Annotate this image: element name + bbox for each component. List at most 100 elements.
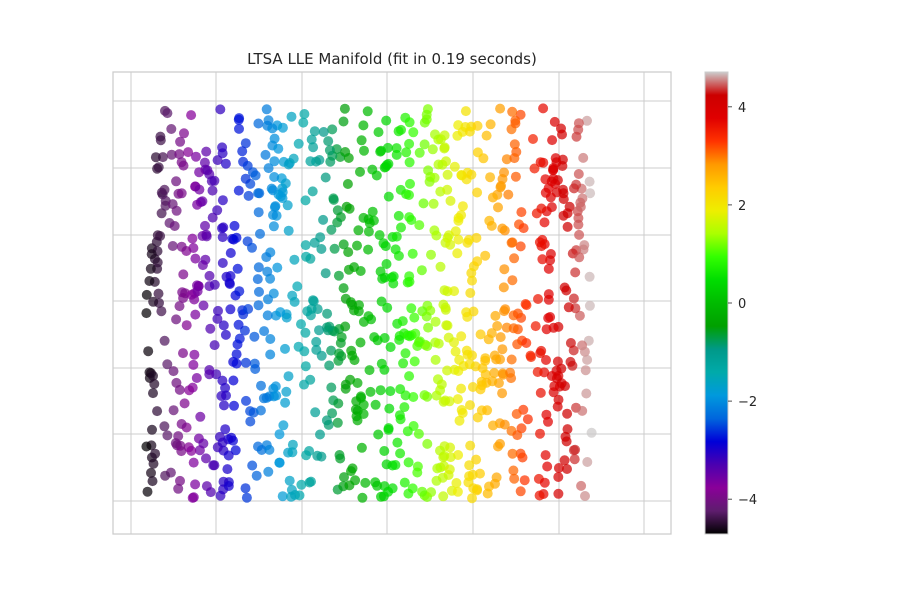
scatter-point	[419, 139, 430, 150]
scatter-point	[403, 488, 414, 499]
scatter-point	[253, 207, 264, 218]
scatter-point	[565, 338, 576, 348]
scatter-point	[571, 131, 582, 142]
scatter-point	[412, 467, 423, 478]
scatter-point	[352, 240, 362, 251]
scatter-point	[435, 261, 446, 272]
scatter-point	[483, 334, 494, 345]
scatter-point	[569, 183, 579, 194]
scatter-point	[141, 308, 152, 319]
scatter-point	[466, 169, 477, 180]
scatter-point	[535, 428, 545, 439]
scatter-point	[373, 127, 384, 138]
scatter-point	[355, 166, 365, 177]
scatter-point	[449, 364, 460, 375]
scatter-point	[568, 445, 579, 456]
scatter-point	[537, 234, 548, 245]
scatter-point	[259, 326, 270, 337]
scatter-point	[482, 405, 493, 416]
scatter-point	[553, 394, 564, 405]
scatter-point	[541, 355, 551, 365]
scatter-point	[452, 394, 463, 405]
scatter-point	[547, 135, 558, 146]
scatter-point	[255, 228, 265, 239]
scatter-point	[280, 397, 291, 408]
scatter-point	[563, 302, 574, 313]
scatter-point	[426, 487, 437, 498]
scatter-point	[338, 116, 349, 127]
scatter-point	[149, 379, 160, 389]
scatter-point	[212, 205, 223, 216]
scatter-point	[575, 197, 586, 208]
scatter-point	[333, 355, 344, 366]
scatter-point	[340, 321, 351, 332]
scatter-point	[381, 259, 392, 269]
scatter-point	[579, 346, 590, 357]
scatter-point	[141, 289, 152, 300]
scatter-point	[232, 263, 243, 274]
scatter-point	[153, 288, 164, 299]
scatter-point	[440, 304, 451, 315]
scatter-point	[255, 405, 266, 416]
scatter-point	[179, 398, 190, 409]
scatter-point	[379, 333, 390, 343]
scatter-point	[377, 273, 388, 284]
scatter-point	[198, 438, 209, 449]
scatter-point	[363, 244, 374, 255]
scatter-point	[265, 349, 276, 360]
scatter-point	[205, 323, 216, 334]
scatter-point	[384, 403, 395, 414]
scatter-point	[540, 450, 551, 461]
scatter-point	[324, 145, 335, 156]
scatter-point	[351, 396, 362, 407]
scatter-point	[201, 453, 211, 464]
scatter-point	[562, 464, 572, 474]
scatter-point	[191, 151, 201, 162]
scatter-point	[176, 241, 187, 252]
scatter-point	[512, 430, 523, 441]
scatter-point	[147, 476, 158, 487]
scatter-point	[271, 390, 282, 401]
scatter-point	[584, 300, 595, 311]
scatter-point	[467, 493, 477, 504]
scatter-point	[360, 477, 371, 488]
scatter-point	[488, 420, 498, 431]
colorbar-tick-label: −2	[738, 395, 757, 410]
scatter-point	[491, 354, 502, 365]
scatter-point	[166, 149, 177, 160]
scatter-point	[375, 385, 386, 396]
scatter-point	[433, 338, 444, 349]
scatter-point	[511, 409, 522, 419]
scatter-point	[159, 421, 170, 432]
scatter-point	[370, 399, 381, 410]
scatter-point	[481, 130, 492, 141]
scatter-point	[442, 365, 453, 376]
scatter-point	[217, 258, 228, 268]
scatter-point	[570, 267, 581, 278]
scatter-point	[534, 490, 545, 501]
scatter-point	[162, 359, 173, 370]
scatter-point	[334, 348, 345, 359]
scatter-point	[268, 221, 279, 232]
scatter-point	[497, 344, 508, 355]
scatter-point	[495, 182, 506, 193]
scatter-point	[518, 223, 529, 234]
scatter-point	[209, 279, 220, 290]
scatter-point	[465, 288, 476, 298]
scatter-point	[433, 159, 444, 170]
scatter-point	[229, 220, 240, 231]
scatter-point	[159, 335, 170, 346]
scatter-point	[501, 154, 512, 165]
scatter-point	[195, 411, 206, 422]
scatter-point	[277, 122, 288, 133]
scatter-point	[461, 345, 472, 356]
scatter-point	[456, 383, 467, 394]
scatter-point	[526, 352, 536, 363]
scatter-point	[315, 232, 326, 243]
scatter-point	[186, 445, 197, 456]
scatter-point	[431, 230, 442, 241]
scatter-point	[553, 472, 564, 482]
scatter-point	[407, 248, 418, 259]
scatter-point	[480, 353, 491, 364]
scatter-point	[531, 208, 542, 219]
